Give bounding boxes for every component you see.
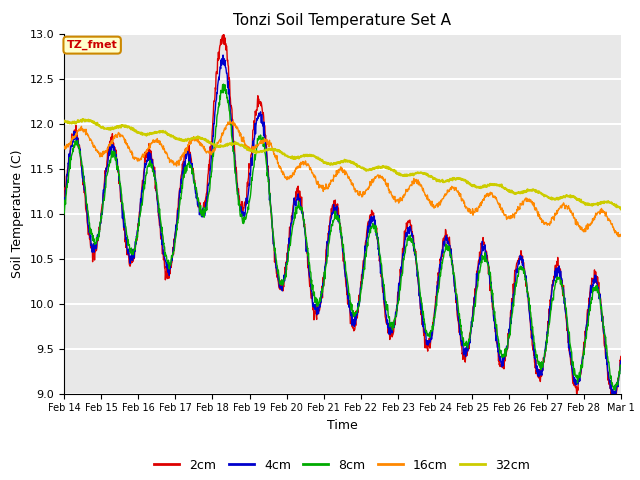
Text: TZ_fmet: TZ_fmet bbox=[67, 40, 118, 50]
Y-axis label: Soil Temperature (C): Soil Temperature (C) bbox=[11, 149, 24, 278]
Legend: 2cm, 4cm, 8cm, 16cm, 32cm: 2cm, 4cm, 8cm, 16cm, 32cm bbox=[150, 454, 535, 477]
Title: Tonzi Soil Temperature Set A: Tonzi Soil Temperature Set A bbox=[234, 13, 451, 28]
X-axis label: Time: Time bbox=[327, 419, 358, 432]
